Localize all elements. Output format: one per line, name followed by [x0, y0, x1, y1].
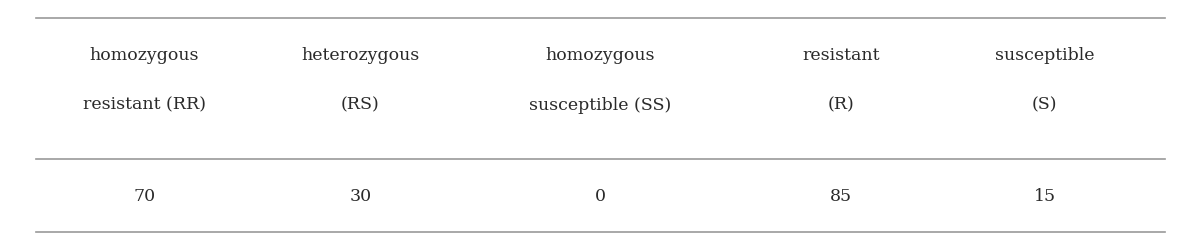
- Text: 70: 70: [133, 188, 155, 204]
- Text: homozygous: homozygous: [545, 47, 656, 64]
- Text: (RS): (RS): [341, 97, 380, 114]
- Text: (S): (S): [1032, 97, 1058, 114]
- Text: homozygous: homozygous: [89, 47, 199, 64]
- Text: resistant (RR): resistant (RR): [83, 97, 205, 114]
- Text: 85: 85: [830, 188, 852, 204]
- Text: resistant: resistant: [802, 47, 879, 64]
- Text: susceptible: susceptible: [996, 47, 1094, 64]
- Text: susceptible (SS): susceptible (SS): [530, 97, 671, 114]
- Text: (R): (R): [827, 97, 854, 114]
- Text: heterozygous: heterozygous: [301, 47, 419, 64]
- Text: 15: 15: [1034, 188, 1056, 204]
- Text: 0: 0: [594, 188, 607, 204]
- Text: 30: 30: [349, 188, 371, 204]
